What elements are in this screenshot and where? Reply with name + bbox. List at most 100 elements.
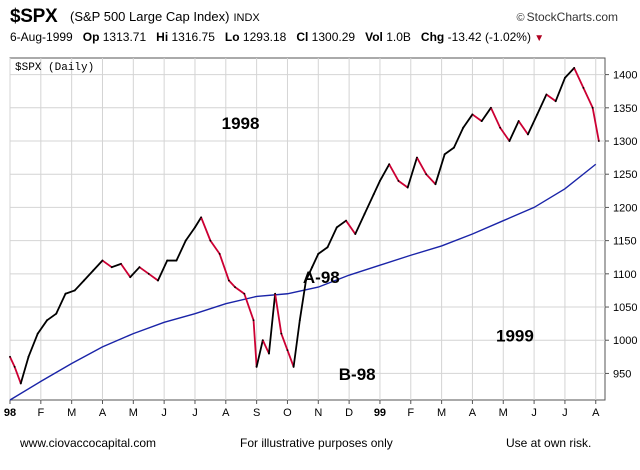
price-segment	[416, 156, 428, 176]
price-point	[280, 332, 283, 335]
price-point	[388, 163, 391, 166]
price-point	[194, 226, 196, 229]
x-tick-label: A	[469, 407, 477, 419]
price-point	[120, 262, 122, 265]
x-tick-label: J	[192, 407, 198, 419]
price-segment	[292, 319, 301, 368]
chart-annotation: B-98	[339, 365, 376, 384]
price-segment	[564, 67, 576, 79]
high-label: Hi	[156, 30, 169, 44]
price-point	[101, 259, 104, 262]
price-point	[311, 266, 314, 269]
price-segment	[545, 93, 557, 103]
price-segment	[298, 279, 307, 322]
price-segment	[490, 106, 502, 129]
price-segment	[120, 262, 132, 279]
x-tick-label: D	[345, 407, 353, 419]
price-point	[55, 312, 58, 315]
footer-website: www.ciovaccocapital.com	[20, 436, 157, 450]
price-segment	[110, 262, 122, 269]
price-segment	[536, 93, 548, 116]
change-value: -13.42 (-1.02%)	[447, 30, 531, 44]
price-point	[354, 233, 357, 235]
price-point	[406, 186, 409, 189]
price-segment	[305, 266, 314, 282]
low-label: Lo	[224, 30, 240, 44]
footer-note: For illustrative purposes only	[240, 436, 393, 450]
price-point	[255, 365, 258, 368]
y-tick-label: 1200	[613, 202, 637, 214]
price-segment	[243, 292, 255, 322]
x-tick-label: M	[67, 407, 76, 419]
panel-label: $SPX (Daily)	[15, 62, 94, 74]
y-tick-label: 1350	[613, 103, 637, 115]
price-point	[209, 239, 212, 242]
price-segment	[508, 120, 520, 142]
x-tick-label: A	[99, 407, 107, 419]
high-value: 1316.75	[171, 30, 215, 44]
price-segment	[157, 259, 169, 282]
price-segment	[388, 163, 400, 182]
price-segment	[227, 279, 236, 289]
price-point	[499, 126, 502, 129]
exchange-label: INDX	[233, 12, 260, 24]
price-point	[36, 332, 39, 335]
price-point	[508, 140, 511, 142]
x-tick-label: M	[499, 407, 508, 419]
price-segment	[36, 319, 48, 335]
price-point	[554, 100, 557, 103]
change-label: Chg	[420, 30, 445, 44]
price-segment	[252, 319, 258, 368]
x-tick-label: A	[592, 407, 600, 419]
price-point	[286, 349, 289, 352]
price-segment	[218, 253, 230, 282]
price-segment	[184, 226, 196, 242]
low-value: 1293.18	[242, 30, 287, 44]
y-tick-label: 950	[613, 368, 631, 380]
price-point	[227, 279, 230, 282]
price-segment	[582, 86, 594, 109]
price-point	[443, 153, 446, 156]
price-segment	[286, 349, 295, 368]
chart-annotation: 1998	[222, 114, 260, 133]
price-segment	[194, 216, 203, 229]
price-point	[345, 219, 347, 222]
x-tick-label: A	[222, 407, 230, 419]
price-point	[397, 179, 400, 182]
price-point	[326, 246, 329, 249]
x-tick-label: O	[283, 407, 292, 419]
price-point	[379, 179, 381, 182]
stockcharts-brand[interactable]: © StockCharts.com	[517, 10, 618, 24]
price-point	[129, 276, 132, 279]
volume-value: 1.0B	[386, 30, 411, 44]
price-point	[147, 272, 150, 275]
price-segment	[280, 332, 289, 352]
price-point	[274, 292, 277, 295]
volume-label: Vol	[365, 30, 383, 44]
copyright-icon: ©	[516, 12, 525, 24]
price-point	[363, 213, 366, 215]
price-point	[335, 226, 338, 229]
y-tick-label: 1400	[613, 70, 637, 82]
price-point	[480, 120, 483, 122]
x-tick-label: F	[407, 407, 414, 419]
x-tick-label: J	[531, 407, 537, 419]
price-segment	[129, 266, 141, 279]
price-segment	[462, 113, 474, 129]
price-point	[9, 355, 11, 358]
plot-area	[9, 57, 606, 401]
x-tick-label: J	[562, 407, 568, 419]
price-point	[591, 106, 594, 109]
y-tick-label: 1250	[613, 169, 637, 181]
price-point	[453, 146, 455, 149]
price-point	[305, 279, 307, 282]
price-point	[372, 193, 375, 196]
price-segment	[354, 213, 366, 235]
price-point	[471, 113, 474, 116]
price-point	[175, 259, 178, 262]
price-segment	[147, 272, 159, 282]
price-point	[597, 140, 600, 142]
price-segment	[73, 279, 85, 292]
price-point	[317, 253, 320, 255]
